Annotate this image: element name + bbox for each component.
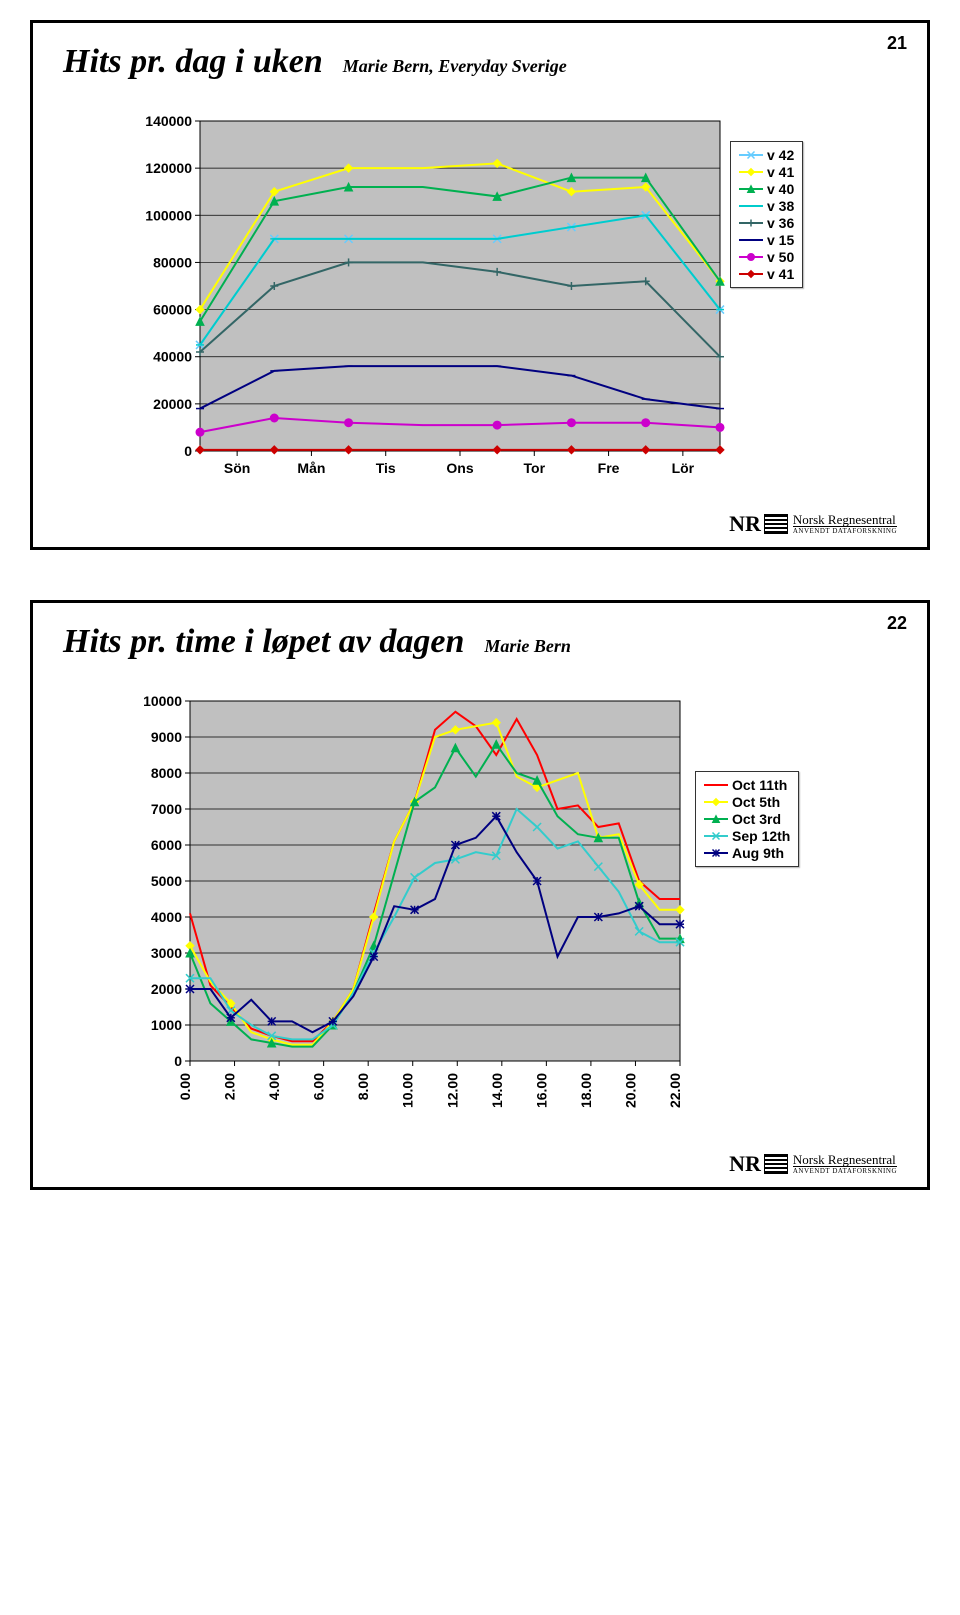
legend-item: v 41 [739,266,794,282]
title-row: Hits pr. time i løpet av dagen Marie Ber… [63,623,897,661]
svg-text:7000: 7000 [151,801,182,817]
line-chart-hits-per-day: 0 20000 40000 60000 80000 100000 120000 140000 S… [120,111,840,491]
svg-text:8.00: 8.00 [355,1073,371,1100]
svg-text:2.00: 2.00 [222,1073,238,1100]
page-number: 21 [887,33,907,54]
legend-item: v 50 [739,249,794,265]
legend-item: Oct 5th [704,794,790,810]
legend: v 42v 41v 40v 38v 36v 15v 50v 41 [730,141,803,288]
svg-text:16.00: 16.00 [533,1073,549,1108]
footer-line2: ANVENDT DATAFORSKNING [793,1166,897,1175]
legend-item: Sep 12th [704,828,790,844]
footer-bars-icon [764,1154,788,1174]
svg-text:9000: 9000 [151,729,182,745]
svg-text:8000: 8000 [151,765,182,781]
footer-bars-icon [764,514,788,534]
svg-text:20000: 20000 [153,396,192,412]
legend-item: Oct 3rd [704,811,790,827]
slide-subtitle: Marie Bern [484,636,571,657]
svg-text:Sön: Sön [224,460,250,476]
slide-subtitle: Marie Bern, Everyday Sverige [343,56,567,77]
svg-text:14.00: 14.00 [489,1073,505,1108]
legend-item: Aug 9th [704,845,790,861]
slide-title: Hits pr. dag i uken [63,43,323,81]
slide-21: 21 Hits pr. dag i uken Marie Bern, Every… [30,20,930,550]
line-chart-hits-per-hour: 0 1000 2000 3000 4000 5000 6000 7000 8000 9000 100… [120,691,840,1131]
legend-item: v 40 [739,181,794,197]
legend-item: v 41 [739,164,794,180]
svg-text:1000: 1000 [151,1017,182,1033]
svg-text:0: 0 [174,1053,182,1069]
footer-nr: NR [729,1151,761,1177]
svg-text:20.00: 20.00 [622,1073,638,1108]
chart-wrap: 0 20000 40000 60000 80000 100000 120000 140000 S… [63,111,897,491]
chart-wrap: 0 1000 2000 3000 4000 5000 6000 7000 8000 9000 100… [63,691,897,1131]
svg-text:100000: 100000 [145,207,192,223]
svg-text:80000: 80000 [153,254,192,270]
slide-22: 22 Hits pr. time i løpet av dagen Marie … [30,600,930,1190]
svg-text:3000: 3000 [151,945,182,961]
title-row: Hits pr. dag i uken Marie Bern, Everyday… [63,43,897,81]
legend-item: v 42 [739,147,794,163]
legend: Oct 11thOct 5thOct 3rdSep 12thAug 9th [695,771,799,867]
legend-item: Oct 11th [704,777,790,793]
slide-title: Hits pr. time i løpet av dagen [63,623,464,661]
footer-line2: ANVENDT DATAFORSKNING [793,526,897,535]
legend-item: v 15 [739,232,794,248]
svg-text:5000: 5000 [151,873,182,889]
svg-text:12.00: 12.00 [444,1073,460,1108]
svg-text:22.00: 22.00 [667,1073,683,1108]
footer-logo: NR Norsk Regnesentral ANVENDT DATAFORSKN… [63,511,897,537]
legend-item: v 36 [739,215,794,231]
svg-text:6.00: 6.00 [311,1073,327,1100]
svg-text:Ons: Ons [446,460,473,476]
svg-text:18.00: 18.00 [578,1073,594,1108]
footer-nr: NR [729,511,761,537]
svg-text:Tor: Tor [524,460,546,476]
legend-item: v 38 [739,198,794,214]
svg-text:Fre: Fre [598,460,620,476]
svg-text:140000: 140000 [145,113,192,129]
svg-text:10000: 10000 [143,693,182,709]
svg-text:0.00: 0.00 [177,1073,193,1100]
svg-text:0: 0 [184,443,192,459]
svg-text:40000: 40000 [153,349,192,365]
svg-text:2000: 2000 [151,981,182,997]
svg-text:4.00: 4.00 [266,1073,282,1100]
footer-line1: Norsk Regnesentral [793,513,897,526]
svg-text:60000: 60000 [153,302,192,318]
footer-logo: NR Norsk Regnesentral ANVENDT DATAFORSKN… [63,1151,897,1177]
svg-text:6000: 6000 [151,837,182,853]
footer-line1: Norsk Regnesentral [793,1153,897,1166]
svg-text:Mån: Mån [297,460,325,476]
svg-text:Lör: Lör [672,460,695,476]
svg-text:10.00: 10.00 [400,1073,416,1108]
svg-text:Tis: Tis [376,460,396,476]
svg-text:120000: 120000 [145,160,192,176]
page-number: 22 [887,613,907,634]
svg-text:4000: 4000 [151,909,182,925]
